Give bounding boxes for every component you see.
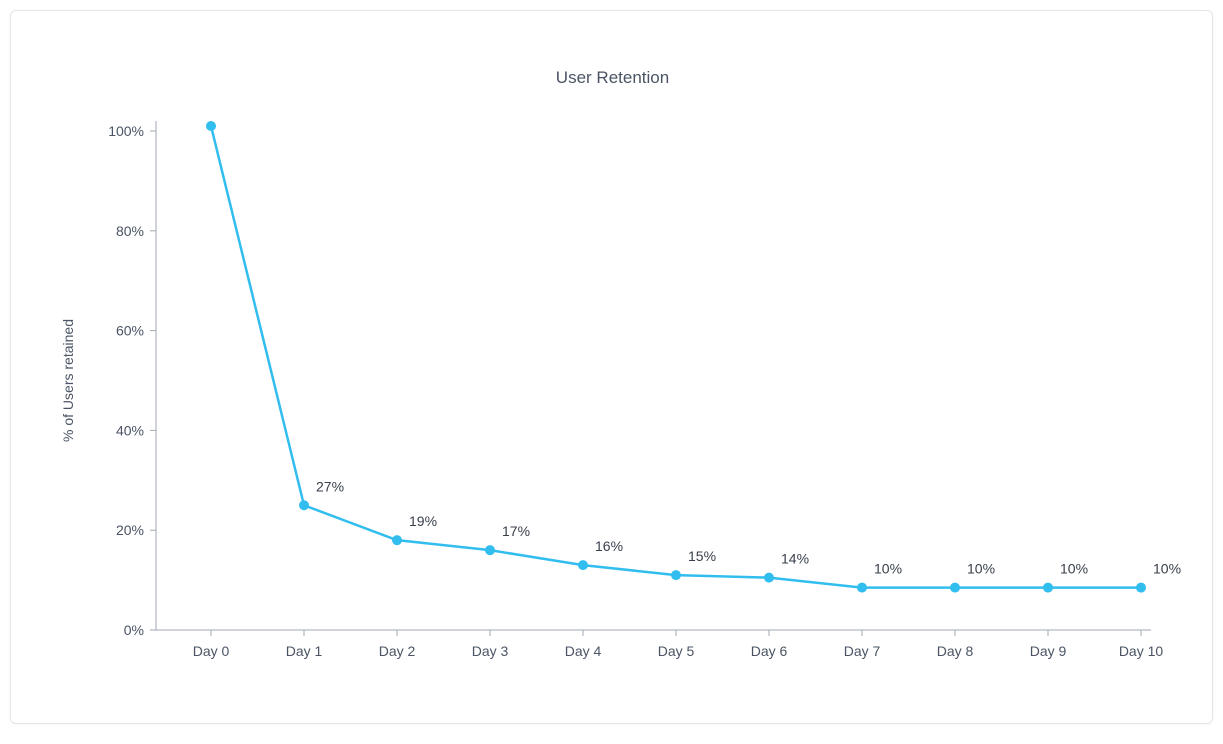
y-tick-label: 0%	[124, 622, 144, 638]
retention-line-chart: User Retention % of Users retained 0% 20% 40…	[11, 11, 1214, 725]
data-point	[206, 121, 216, 131]
data-point-label: 10%	[874, 561, 902, 577]
data-point	[764, 573, 774, 583]
data-point-label: 14%	[781, 551, 809, 567]
x-tick-label: Day 3	[472, 643, 509, 659]
y-tick-label: 60%	[116, 323, 144, 339]
x-tick-label: Day 2	[379, 643, 416, 659]
data-point-label: 10%	[1060, 561, 1088, 577]
y-tick-label: 80%	[116, 223, 144, 239]
data-point	[392, 535, 402, 545]
data-point	[950, 583, 960, 593]
x-tick-label: Day 9	[1030, 643, 1067, 659]
data-point-label: 10%	[967, 561, 995, 577]
x-tick-label: Day 5	[658, 643, 695, 659]
x-tick-label: Day 1	[286, 643, 323, 659]
y-tick-label: 20%	[116, 522, 144, 538]
x-tick-label: Day 7	[844, 643, 881, 659]
data-point	[299, 500, 309, 510]
data-point-label: 19%	[409, 513, 437, 529]
data-point-label: 10%	[1153, 561, 1181, 577]
x-tick-label: Day 0	[193, 643, 230, 659]
x-tick-label: Day 4	[565, 643, 602, 659]
data-point-label: 17%	[502, 523, 530, 539]
x-tick-label: Day 6	[751, 643, 788, 659]
y-tick-label: 40%	[116, 422, 144, 438]
x-tick-label: Day 10	[1119, 643, 1164, 659]
data-point	[671, 570, 681, 580]
retention-line	[211, 126, 1141, 588]
y-tick-label: 100%	[108, 123, 144, 139]
data-point	[857, 583, 867, 593]
data-point	[1043, 583, 1053, 593]
y-axis-label: % of Users retained	[60, 319, 76, 442]
data-point-label: 27%	[316, 478, 344, 494]
data-point-label: 15%	[688, 548, 716, 564]
data-point	[1136, 583, 1146, 593]
chart-card: User Retention % of Users retained 0% 20% 40…	[10, 10, 1213, 724]
data-point	[485, 545, 495, 555]
x-tick-label: Day 8	[937, 643, 974, 659]
chart-title: User Retention	[556, 68, 669, 87]
data-point	[578, 560, 588, 570]
data-point-label: 16%	[595, 538, 623, 554]
